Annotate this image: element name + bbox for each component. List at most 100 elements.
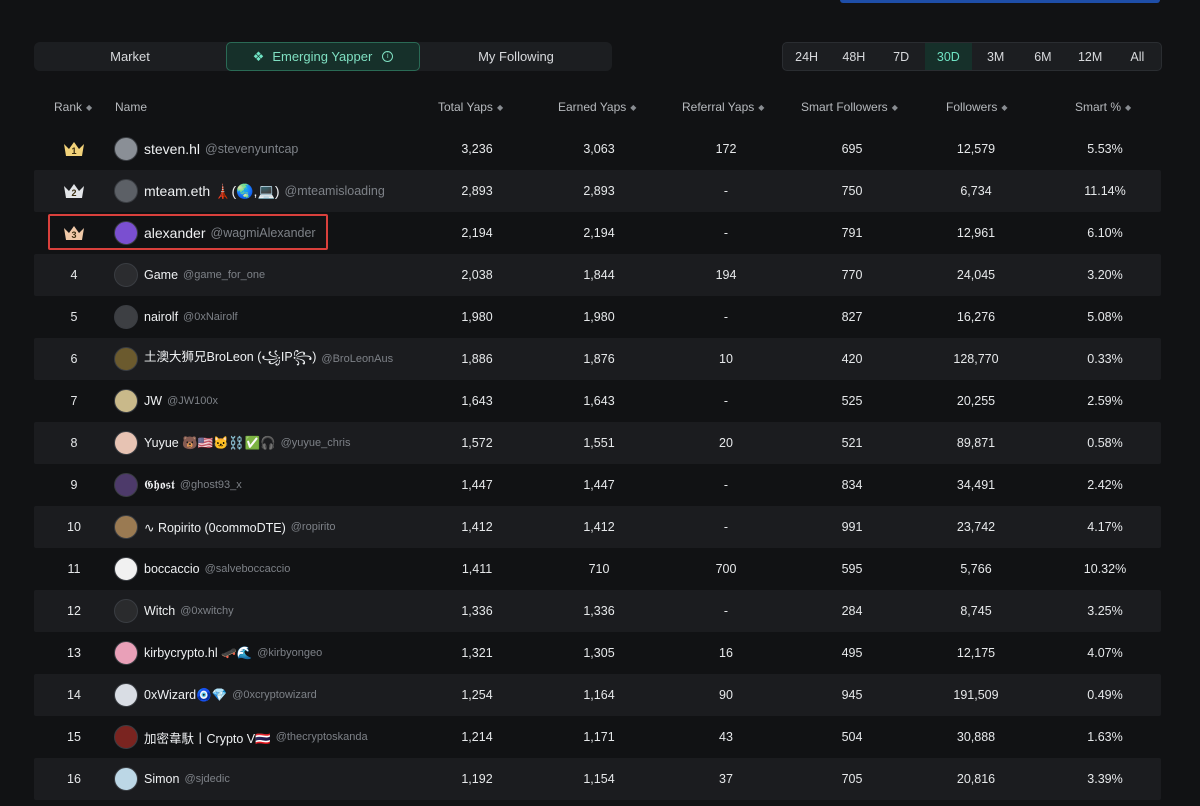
rank-cell: 12 bbox=[34, 590, 114, 632]
name-cell[interactable]: mteam.eth 🗼(🌏,💻) @mteamisloading bbox=[114, 170, 444, 212]
info-icon[interactable]: i bbox=[382, 51, 394, 62]
column-header-followers[interactable]: Followers ◆ bbox=[946, 98, 1008, 116]
handle: @BroLeonAus bbox=[321, 353, 394, 365]
name-cell[interactable]: 0xWizard🧿💎 @0xcryptowizard bbox=[114, 674, 444, 716]
earned-yaps-cell: 1,154 bbox=[583, 772, 615, 786]
smart-followers-cell: 420 bbox=[841, 352, 863, 366]
table-row[interactable]: 13 kirbycrypto.hl 🛹🌊 @kirbyongeo 1,321 1… bbox=[34, 632, 1161, 674]
name-cell[interactable]: JW @JW100x bbox=[114, 380, 444, 422]
rank-cell: 11 bbox=[34, 548, 114, 590]
period-7d[interactable]: 7D bbox=[893, 49, 910, 64]
display-name: Witch bbox=[144, 604, 176, 618]
name-cell[interactable]: nairolf @0xNairolf bbox=[114, 296, 444, 338]
display-name: alexander bbox=[144, 225, 206, 241]
column-header-smart-followers[interactable]: Smart Followers ◆ bbox=[801, 98, 898, 116]
smart-followers-cell: 750 bbox=[841, 184, 863, 198]
name-cell[interactable]: steven.hl @stevenyuntcap bbox=[114, 128, 444, 170]
column-header-rank[interactable]: Rank ◆ bbox=[54, 98, 92, 116]
handle: @mteamisloading bbox=[284, 184, 385, 198]
table-row[interactable]: 15 加密韋馱丨Crypto V🇹🇭 @thecryptoskanda 1,21… bbox=[34, 716, 1161, 758]
tab-market[interactable]: Market bbox=[34, 42, 226, 71]
name-cell[interactable]: 𝕲𝖍𝖔𝖘𝖙 @ghost93_x bbox=[114, 464, 444, 506]
handle: @0xwitchy bbox=[180, 605, 234, 617]
total-yaps-cell: 1,321 bbox=[461, 646, 493, 660]
referral-yaps-cell: 90 bbox=[719, 688, 733, 702]
rank-number: 6 bbox=[70, 352, 78, 366]
table-row[interactable]: 11 boccaccio @salveboccaccio 1,411 710 7… bbox=[34, 548, 1161, 590]
handle: @wagmiAlexander bbox=[210, 226, 316, 240]
table-row[interactable]: 3 alexander @wagmiAlexander 2,194 2,194 … bbox=[34, 212, 1161, 254]
rank-number: 8 bbox=[70, 436, 78, 450]
rank-cell: 8 bbox=[34, 422, 114, 464]
rank-number: 16 bbox=[67, 772, 81, 786]
display-name: nairolf bbox=[144, 310, 179, 324]
period-48h[interactable]: 48H bbox=[842, 49, 866, 64]
column-header-referral-yaps[interactable]: Referral Yaps ◆ bbox=[682, 98, 764, 116]
rank-cell: 16 bbox=[34, 758, 114, 800]
display-name: Yuyue 🐻🇺🇸🐱⛓️✅🎧 bbox=[144, 435, 276, 450]
name-cell[interactable]: 土澳大狮兄BroLeon (꧁IP꧂) @BroLeonAus bbox=[114, 338, 444, 380]
smart-pct-cell: 2.59% bbox=[1087, 394, 1123, 408]
avatar bbox=[114, 221, 138, 245]
name-cell[interactable]: ∿ Ropirito (0commoDTE) @ropirito bbox=[114, 506, 444, 548]
period-30d[interactable]: 30D bbox=[924, 43, 972, 70]
name-cell[interactable]: 加密韋馱丨Crypto V🇹🇭 @thecryptoskanda bbox=[114, 716, 444, 758]
table-row[interactable]: 1 steven.hl @stevenyuntcap 3,236 3,063 1… bbox=[34, 128, 1161, 170]
name-cell[interactable]: kirbycrypto.hl 🛹🌊 @kirbyongeo bbox=[114, 632, 444, 674]
smart-pct-cell: 2.42% bbox=[1087, 478, 1123, 492]
name-cell[interactable]: alexander @wagmiAlexander bbox=[114, 212, 444, 254]
table-row[interactable]: 5 nairolf @0xNairolf 1,980 1,980 - 827 1… bbox=[34, 296, 1161, 338]
name-cell[interactable]: Witch @0xwitchy bbox=[114, 590, 444, 632]
smart-pct-cell: 4.07% bbox=[1087, 646, 1123, 660]
period-all[interactable]: All bbox=[1130, 49, 1145, 64]
followers-cell: 12,175 bbox=[956, 646, 996, 660]
earned-yaps-cell: 1,643 bbox=[583, 394, 615, 408]
referral-yaps-cell: 43 bbox=[719, 730, 733, 744]
handle: @thecryptoskanda bbox=[275, 731, 368, 743]
referral-yaps-cell: - bbox=[723, 478, 729, 492]
name-cell[interactable]: Game @game_for_one bbox=[114, 254, 444, 296]
table-row[interactable]: 6 土澳大狮兄BroLeon (꧁IP꧂) @BroLeonAus 1,886 … bbox=[34, 338, 1161, 380]
table-row[interactable]: 2 mteam.eth 🗼(🌏,💻) @mteamisloading 2,893… bbox=[34, 170, 1161, 212]
smart-followers-cell: 595 bbox=[841, 562, 863, 576]
column-header-earned-yaps[interactable]: Earned Yaps ◆ bbox=[558, 98, 636, 116]
table-row[interactable]: 16 Simon @sjdedic 1,192 1,154 37 705 20,… bbox=[34, 758, 1161, 800]
name-cell[interactable]: Yuyue 🐻🇺🇸🐱⛓️✅🎧 @yuyue_chris bbox=[114, 422, 444, 464]
smart-followers-cell: 521 bbox=[841, 436, 863, 450]
avatar bbox=[114, 305, 138, 329]
referral-yaps-cell: 700 bbox=[715, 562, 737, 576]
avatar bbox=[114, 431, 138, 455]
tab-emerging-yapper[interactable]: ❖ Emerging Yapper i bbox=[226, 42, 420, 71]
table-row[interactable]: 10 ∿ Ropirito (0commoDTE) @ropirito 1,41… bbox=[34, 506, 1161, 548]
name-cell[interactable]: boccaccio @salveboccaccio bbox=[114, 548, 444, 590]
table-row[interactable]: 12 Witch @0xwitchy 1,336 1,336 - 284 8,7… bbox=[34, 590, 1161, 632]
referral-yaps-cell: 16 bbox=[719, 646, 733, 660]
table-row[interactable]: 14 0xWizard🧿💎 @0xcryptowizard 1,254 1,16… bbox=[34, 674, 1161, 716]
column-header-total-yaps[interactable]: Total Yaps ◆ bbox=[438, 98, 503, 116]
period-24h[interactable]: 24H bbox=[795, 49, 819, 64]
display-name: steven.hl bbox=[144, 141, 201, 157]
header-label: Followers bbox=[946, 100, 998, 114]
avatar bbox=[114, 137, 138, 161]
period-6m[interactable]: 6M bbox=[1034, 49, 1052, 64]
column-header-smart-pct[interactable]: Smart % ◆ bbox=[1075, 98, 1131, 116]
table-row[interactable]: 7 JW @JW100x 1,643 1,643 - 525 20,255 2.… bbox=[34, 380, 1161, 422]
handle: @0xcryptowizard bbox=[232, 689, 317, 701]
display-name: mteam.eth 🗼(🌏,💻) bbox=[144, 182, 280, 199]
followers-cell: 5,766 bbox=[960, 562, 992, 576]
name-cell[interactable]: Simon @sjdedic bbox=[114, 758, 444, 800]
display-name: ∿ Ropirito (0commoDTE) bbox=[144, 520, 286, 535]
rank-cell: 6 bbox=[34, 338, 114, 380]
table-row[interactable]: 9 𝕲𝖍𝖔𝖘𝖙 @ghost93_x 1,447 1,447 - 834 34,… bbox=[34, 464, 1161, 506]
smart-followers-cell: 991 bbox=[841, 520, 863, 534]
period-12m[interactable]: 12M bbox=[1077, 49, 1103, 64]
table-row[interactable]: 8 Yuyue 🐻🇺🇸🐱⛓️✅🎧 @yuyue_chris 1,572 1,55… bbox=[34, 422, 1161, 464]
crown-icon: 1 bbox=[62, 140, 86, 158]
header-label: Earned Yaps bbox=[558, 100, 627, 114]
table-row[interactable]: 4 Game @game_for_one 2,038 1,844 194 770… bbox=[34, 254, 1161, 296]
avatar bbox=[114, 347, 138, 371]
referral-yaps-cell: 37 bbox=[719, 772, 733, 786]
period-3m[interactable]: 3M bbox=[986, 49, 1005, 64]
tab-my-following[interactable]: My Following bbox=[420, 42, 612, 71]
total-yaps-cell: 1,643 bbox=[461, 394, 493, 408]
